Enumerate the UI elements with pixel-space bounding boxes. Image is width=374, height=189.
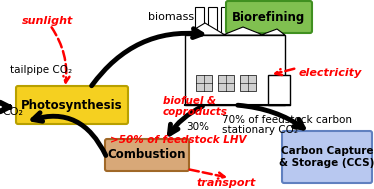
Text: CO₂: CO₂ <box>2 107 23 117</box>
Text: biomass: biomass <box>148 12 194 22</box>
FancyBboxPatch shape <box>226 1 312 33</box>
Bar <box>240 75 256 91</box>
Bar <box>236 7 245 35</box>
FancyBboxPatch shape <box>282 131 372 183</box>
Bar <box>208 7 217 35</box>
Polygon shape <box>261 29 285 35</box>
Text: transport: transport <box>197 178 256 188</box>
Bar <box>221 7 230 35</box>
Text: stationary CO₂: stationary CO₂ <box>222 125 298 135</box>
Bar <box>218 75 234 91</box>
Text: 30%: 30% <box>186 122 209 132</box>
Text: biofuel &: biofuel & <box>163 96 216 106</box>
Bar <box>196 75 212 91</box>
Text: Photosynthesis: Photosynthesis <box>21 98 123 112</box>
Text: >50% of feedstock LHV: >50% of feedstock LHV <box>110 135 246 145</box>
Text: 70% of feedstock carbon: 70% of feedstock carbon <box>222 115 352 125</box>
Text: sunlight: sunlight <box>22 16 73 26</box>
Polygon shape <box>185 23 225 35</box>
FancyBboxPatch shape <box>16 86 128 124</box>
Polygon shape <box>223 27 263 35</box>
Text: electricity: electricity <box>299 68 362 78</box>
Bar <box>195 7 204 35</box>
Text: Combustion: Combustion <box>108 149 186 161</box>
FancyBboxPatch shape <box>105 139 189 171</box>
Text: Biorefining: Biorefining <box>232 11 306 23</box>
Text: tailpipe CO₂: tailpipe CO₂ <box>10 65 72 75</box>
Bar <box>185 35 285 105</box>
Bar <box>268 75 290 105</box>
Text: Carbon Capture
& Storage (CCS): Carbon Capture & Storage (CCS) <box>279 146 374 168</box>
Text: coproducts: coproducts <box>163 107 228 117</box>
